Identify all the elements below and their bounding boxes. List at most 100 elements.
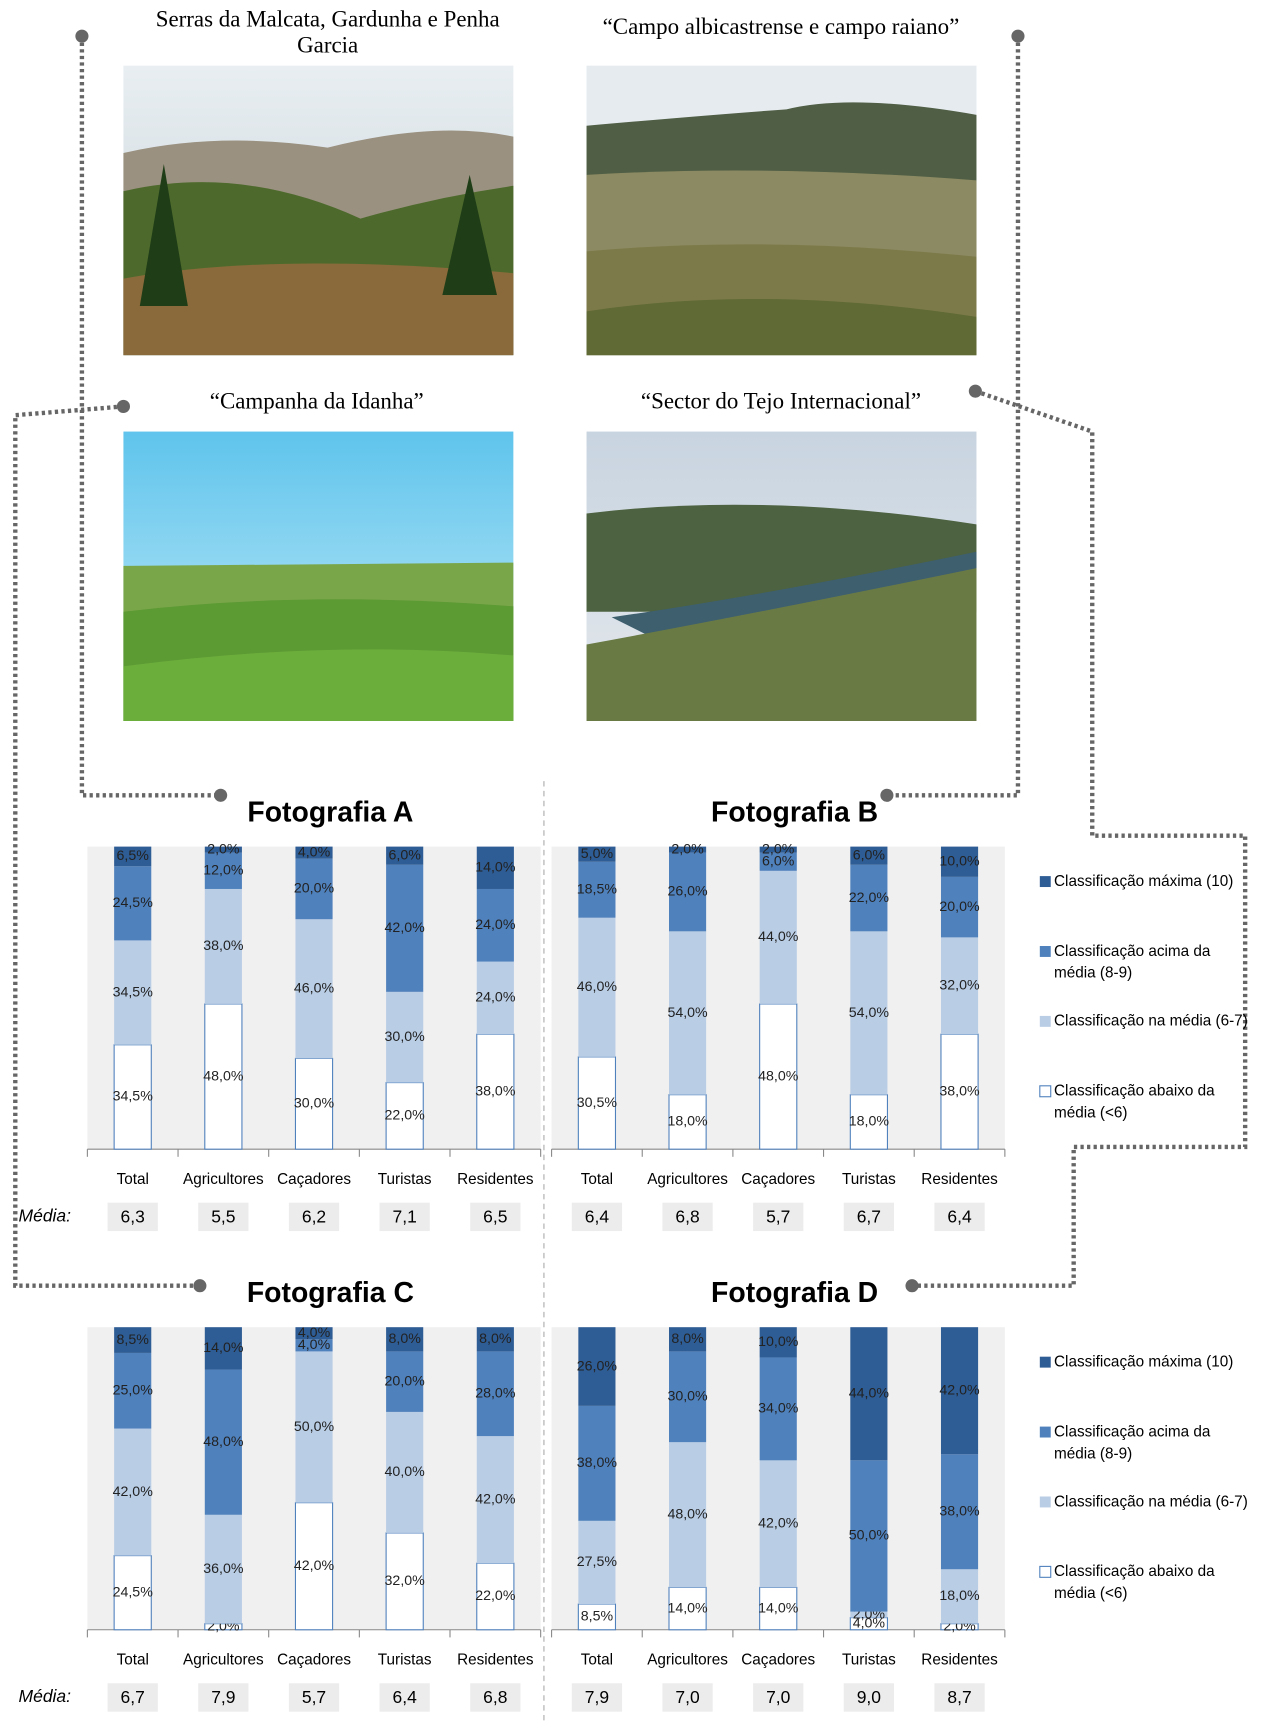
bar-segment xyxy=(204,852,242,889)
mean-box xyxy=(288,1683,340,1712)
legend-label: Classificação máxima (10) xyxy=(1054,871,1234,890)
value-label: 38,0% xyxy=(203,938,244,954)
legend-swatch xyxy=(1039,1496,1051,1508)
value-label: 24,0% xyxy=(475,917,516,933)
photo-caption-box: Serras da Malcata, Gardunha e Penha Garc… xyxy=(155,5,500,59)
x-tick-label: Turistas xyxy=(378,1651,432,1668)
value-label: 22,0% xyxy=(475,1588,516,1604)
bar-segment xyxy=(759,846,797,853)
value-label: 4,0% xyxy=(298,1325,331,1341)
value-label: 48,0% xyxy=(667,1507,708,1523)
bar-segment xyxy=(850,1460,888,1612)
mean-box xyxy=(843,1202,894,1232)
chart-title: Fotografia A xyxy=(247,796,413,828)
legend-label: Classificação acima da média (8-9) xyxy=(1054,1422,1211,1462)
bar-segment xyxy=(759,1460,797,1588)
photo-caption: “Sector do Tejo Internacional” xyxy=(640,387,921,415)
photo xyxy=(586,65,977,356)
bar-segment xyxy=(476,961,514,1035)
value-label: 2,0% xyxy=(762,841,795,857)
mean-box xyxy=(934,1202,985,1232)
bar-segment xyxy=(476,1562,515,1631)
value-label: 32,0% xyxy=(385,1573,426,1589)
x-tick-label: Total xyxy=(581,1651,613,1668)
bar-segment xyxy=(578,1327,616,1406)
bar-segment xyxy=(940,1454,979,1570)
bar-segment xyxy=(295,1339,333,1352)
x-tick-label: Agricultores xyxy=(183,1171,264,1188)
mean-value: 6,4 xyxy=(393,1687,418,1707)
value-label: 27,5% xyxy=(577,1554,618,1570)
mean-box xyxy=(843,1683,894,1712)
bar-segment xyxy=(668,846,707,853)
bar-segment xyxy=(850,931,888,1095)
bar-segment xyxy=(476,1327,514,1352)
value-label: 2,0% xyxy=(207,841,240,857)
legend-label-box: Classificação abaixo da média (<6) xyxy=(1054,1562,1215,1601)
mean-label: Média: xyxy=(19,1205,72,1225)
bar-segment xyxy=(114,1327,152,1353)
value-label: 42,0% xyxy=(475,1491,516,1507)
x-tick-label: Residentes xyxy=(921,1651,998,1668)
bar-segment xyxy=(294,1502,334,1631)
legend-swatch xyxy=(1039,1565,1052,1578)
bar-segment xyxy=(850,864,888,932)
x-tick-label: Agricultores xyxy=(647,1651,728,1668)
mean-value: 6,7 xyxy=(857,1207,881,1227)
legend-label: Classificação na média (6-7) xyxy=(1054,1492,1248,1510)
mean-label: Média: xyxy=(19,1686,72,1706)
bar-segment xyxy=(476,1033,515,1150)
value-label: 42,0% xyxy=(113,1484,154,1500)
mean-box xyxy=(470,1683,521,1712)
bar-segment xyxy=(386,1351,424,1412)
bar-segment xyxy=(578,846,616,862)
mean-value: 7,0 xyxy=(766,1687,791,1707)
value-label: 50,0% xyxy=(849,1528,890,1544)
mean-box xyxy=(107,1683,158,1712)
mean-box xyxy=(753,1683,804,1712)
legend-swatch xyxy=(1039,1356,1051,1368)
bar-segment xyxy=(577,1056,617,1150)
chart-title: Fotografia B xyxy=(711,796,878,828)
value-label: 34,0% xyxy=(758,1401,799,1417)
bar-segment xyxy=(668,1094,707,1150)
value-label: 14,0% xyxy=(758,1600,799,1616)
value-label: 40,0% xyxy=(385,1464,426,1480)
mean-value: 6,7 xyxy=(121,1687,145,1707)
bar-segment xyxy=(114,846,152,867)
value-label: 42,0% xyxy=(385,920,426,936)
x-tick-label: Turistas xyxy=(378,1171,432,1188)
bar-segment xyxy=(759,870,797,1004)
photo-caption-box: “Sector do Tejo Internacional” xyxy=(640,387,921,415)
bar-segment xyxy=(114,1352,152,1429)
x-tick-label: Residentes xyxy=(457,1651,534,1668)
connector xyxy=(886,36,1021,798)
mean-value: 6,4 xyxy=(947,1207,972,1227)
bar-segment xyxy=(578,1520,616,1605)
value-label: 50,0% xyxy=(294,1419,335,1435)
legend-swatch xyxy=(1039,1085,1052,1098)
value-label: 46,0% xyxy=(294,981,335,997)
connector xyxy=(912,389,1248,1288)
mean-value: 7,0 xyxy=(675,1687,700,1707)
bar-segment xyxy=(476,1436,514,1564)
photo-caption: Serras da Malcata, Gardunha e Penha Garc… xyxy=(155,5,500,59)
mean-value: 5,7 xyxy=(302,1687,326,1707)
bar-segment xyxy=(204,1369,242,1515)
value-label: 8,0% xyxy=(671,1331,704,1347)
bar-segment xyxy=(850,846,888,865)
value-label: 38,0% xyxy=(939,1504,980,1520)
bar-segment xyxy=(759,1003,798,1150)
x-tick-label: Residentes xyxy=(457,1171,534,1188)
bar-segment xyxy=(849,1094,888,1150)
mean-box xyxy=(662,1683,713,1712)
bar-segment xyxy=(204,1514,242,1624)
bar-segment xyxy=(476,846,514,889)
value-label: 4,0% xyxy=(298,844,331,860)
value-label: 42,0% xyxy=(758,1516,799,1532)
value-label: 10,0% xyxy=(939,853,980,869)
bar-segment xyxy=(386,864,424,992)
x-tick-label: Agricultores xyxy=(183,1651,264,1668)
mean-box xyxy=(198,1202,249,1232)
bar-segment xyxy=(668,1351,707,1443)
